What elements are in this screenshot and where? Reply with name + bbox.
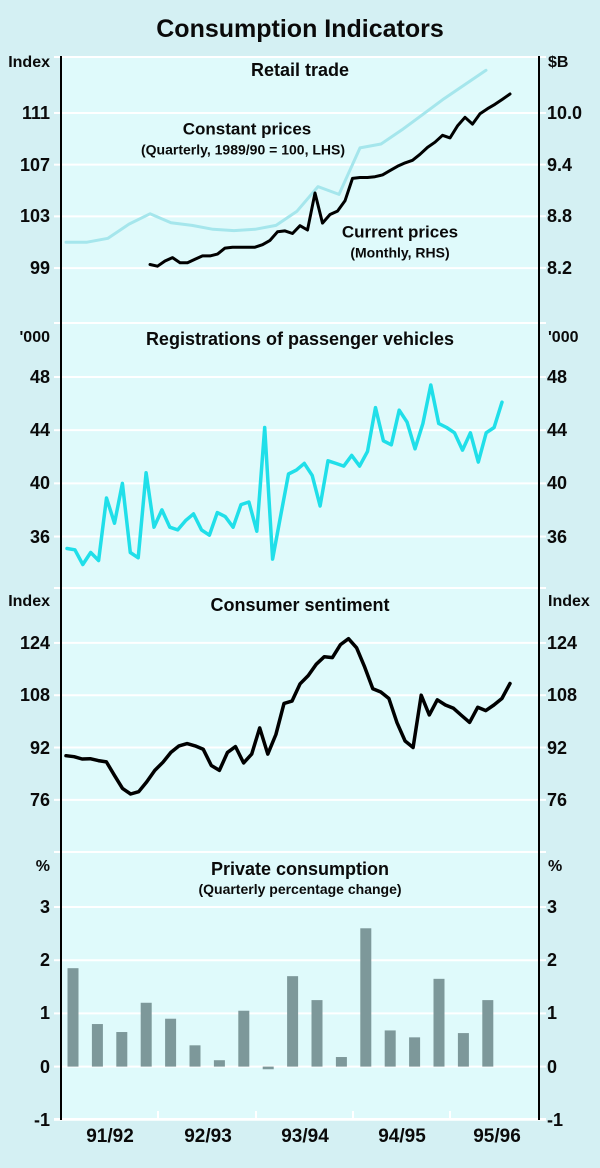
- left-tick-label: 48: [29, 366, 50, 387]
- bar-quarterly-change: [384, 1030, 396, 1067]
- left-tick-label: 40: [29, 473, 50, 494]
- right-tick-label: 48: [547, 366, 568, 387]
- right-tick-label: 10.0: [547, 102, 583, 123]
- right-tick-label: 44: [547, 420, 568, 441]
- bar-quarterly-change: [67, 968, 79, 1067]
- bar-quarterly-change: [116, 1032, 128, 1067]
- right-tick-label: 124: [547, 632, 578, 653]
- annotation-current-prices-sub: (Monthly, RHS): [350, 244, 450, 261]
- right-tick-label: 8.8: [547, 206, 573, 227]
- left-tick-label: 76: [29, 789, 50, 810]
- annotation-constant-prices-sub: (Quarterly, 1989/90 = 100, LHS): [140, 141, 346, 158]
- right-axis-unit-vehicles: '000: [548, 329, 579, 346]
- series-current-prices: [148, 92, 512, 268]
- left-tick-label: -1: [33, 1109, 50, 1130]
- bar-quarterly-change: [433, 978, 445, 1067]
- chart-main-title: Consumption Indicators: [156, 15, 444, 43]
- right-tick-label: 76: [547, 789, 568, 810]
- panel-title-private-consumption: Private consumption: [210, 859, 390, 879]
- left-tick-label: 2: [39, 950, 50, 971]
- right-tick-label: -1: [547, 1109, 564, 1130]
- left-tick-label: 124: [19, 632, 50, 653]
- bar-quarterly-change: [457, 1033, 469, 1067]
- bar-quarterly-change: [238, 1010, 250, 1067]
- right-tick-label: 108: [547, 685, 578, 706]
- right-tick-label: 92: [547, 737, 568, 758]
- right-axis-unit-sentiment: Index: [548, 593, 590, 610]
- left-axis-unit-consumption: %: [35, 858, 50, 875]
- bar-quarterly-change: [311, 1000, 323, 1067]
- bar-quarterly-change: [482, 1000, 494, 1067]
- annotation-current-prices: Current prices: [341, 222, 459, 242]
- left-axis-unit-vehicles: '000: [19, 329, 51, 346]
- right-tick-label: 2: [547, 950, 558, 971]
- left-tick-label: 92: [29, 737, 50, 758]
- left-tick-label: 0: [39, 1056, 50, 1077]
- left-tick-label: 99: [29, 258, 50, 279]
- series-constant-prices: [64, 68, 488, 244]
- left-axis-unit-retail: Index: [8, 54, 50, 71]
- left-tick-label: 44: [29, 420, 50, 441]
- right-tick-label: 0: [547, 1056, 558, 1077]
- series-registrations-of-passenger-vehicles: [65, 383, 504, 567]
- right-tick-label: 8.2: [547, 257, 573, 278]
- series-consumer-sentiment: [64, 636, 512, 796]
- bar-quarterly-change: [360, 928, 372, 1067]
- left-tick-label: 36: [29, 526, 50, 547]
- bar-quarterly-change: [335, 1057, 347, 1067]
- left-tick-label: 3: [39, 897, 50, 917]
- left-tick-label: 111: [21, 102, 50, 123]
- x-axis-year-label: 93/94: [281, 1126, 329, 1147]
- bar-quarterly-change: [189, 1045, 201, 1067]
- right-tick-label: 40: [547, 473, 568, 494]
- x-axis-year-label: 92/93: [184, 1126, 232, 1147]
- bar-quarterly-change: [262, 1066, 274, 1070]
- x-axis-year-label: 94/95: [378, 1126, 426, 1147]
- bar-quarterly-change: [213, 1060, 225, 1067]
- panel-title-retail-trade: Retail trade: [250, 60, 350, 80]
- right-tick-label: 9.4: [547, 154, 573, 175]
- panel-subtitle-private-consumption: (Quarterly percentage change): [198, 881, 402, 897]
- bar-quarterly-change: [91, 1024, 103, 1067]
- right-tick-label: 36: [547, 526, 568, 547]
- right-axis-unit-retail: $B: [548, 54, 569, 71]
- right-tick-label: 1: [547, 1003, 558, 1024]
- left-tick-label: 107: [19, 154, 50, 175]
- panel-title-consumer-sentiment: Consumer sentiment: [210, 595, 390, 615]
- x-axis-year-label: 91/92: [86, 1126, 134, 1147]
- bar-quarterly-change: [409, 1037, 421, 1067]
- bar-quarterly-change: [140, 1002, 152, 1067]
- right-axis-unit-consumption: %: [548, 858, 563, 875]
- panel-title-vehicle-registrations: Registrations of passenger vehicles: [145, 329, 455, 349]
- bar-quarterly-change: [165, 1018, 177, 1067]
- left-tick-label: 108: [19, 685, 50, 706]
- right-tick-label: 3: [547, 897, 558, 917]
- left-tick-label: 103: [19, 206, 50, 227]
- bar-quarterly-change: [287, 976, 299, 1067]
- annotation-constant-prices: Constant prices: [182, 119, 312, 139]
- x-axis-year-label: 95/96: [473, 1126, 521, 1147]
- left-tick-label: 1: [39, 1003, 50, 1024]
- left-axis-unit-sentiment: Index: [8, 593, 50, 610]
